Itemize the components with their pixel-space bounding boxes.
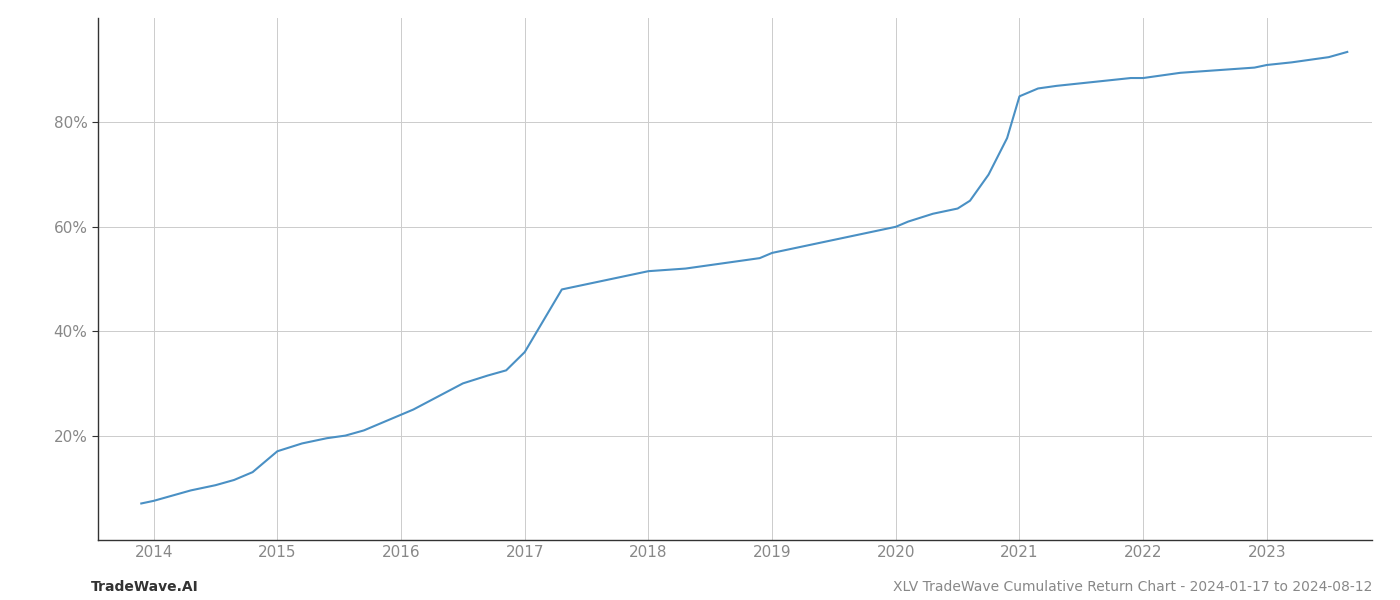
Text: TradeWave.AI: TradeWave.AI: [91, 580, 199, 594]
Text: XLV TradeWave Cumulative Return Chart - 2024-01-17 to 2024-08-12: XLV TradeWave Cumulative Return Chart - …: [893, 580, 1372, 594]
